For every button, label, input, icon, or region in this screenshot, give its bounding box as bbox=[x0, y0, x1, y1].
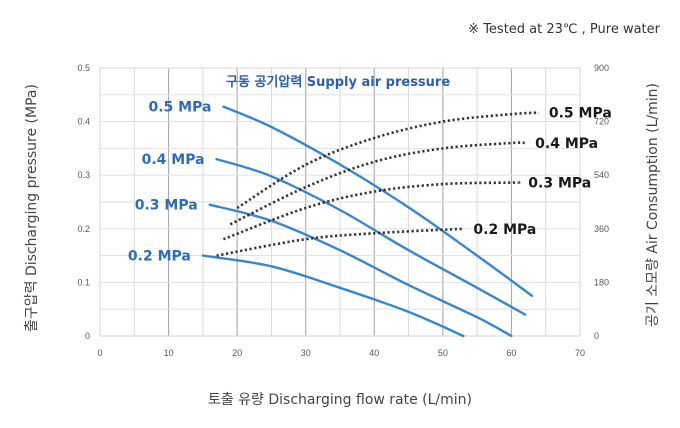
pressure-curve bbox=[215, 157, 527, 316]
y-left-tick-label: 0.3 bbox=[77, 170, 90, 180]
grid bbox=[100, 68, 580, 336]
y-right-tick-label: 180 bbox=[594, 277, 609, 287]
air-consumption-curve bbox=[229, 141, 526, 226]
x-tick-label: 40 bbox=[369, 348, 379, 358]
series-labels: 0.5 MPa 0.4 MPa 0.3 MPa 0.2 MPa 0.5 MPa 0.4 M… bbox=[128, 100, 612, 265]
pressure-curve bbox=[208, 203, 513, 338]
air-series-label: 0.4 MPa bbox=[535, 136, 598, 152]
y-left-axis-title: 출구압력 Discharging pressure (MPa) bbox=[24, 84, 40, 332]
y-right-tick-label: 720 bbox=[594, 117, 609, 127]
pressure-curve bbox=[201, 254, 465, 338]
x-ticks: 0 10 20 30 40 50 60 70 bbox=[97, 348, 585, 358]
pressure-curve bbox=[222, 105, 534, 297]
pressure-series-label: 0.2 MPa bbox=[128, 249, 191, 265]
x-tick-label: 60 bbox=[506, 348, 516, 358]
pressure-series-label: 0.4 MPa bbox=[142, 152, 205, 168]
y-left-tick-label: 0 bbox=[85, 331, 90, 341]
y-left-tick-label: 0.2 bbox=[77, 224, 90, 234]
test-condition-note: ※ Tested at 23℃ , Pure water bbox=[468, 22, 660, 37]
air-consumption-curve bbox=[236, 111, 539, 210]
y-right-tick-label: 360 bbox=[594, 224, 609, 234]
y-right-axis-title: 공기 소모량 Air Consumption (L/min) bbox=[645, 83, 661, 327]
air-series-label: 0.2 MPa bbox=[473, 222, 536, 238]
air-series-label: 0.3 MPa bbox=[528, 176, 591, 192]
air-consumption-curve bbox=[216, 227, 464, 257]
x-tick-label: 30 bbox=[301, 348, 311, 358]
x-axis-title: 토출 유량 Discharging flow rate (L/min) bbox=[208, 392, 472, 408]
y-left-tick-label: 0.1 bbox=[77, 277, 90, 287]
plot-frame bbox=[99, 67, 581, 337]
y-right-ticks: 0 180 360 540 720 900 bbox=[594, 63, 609, 341]
pressure-series-label: 0.3 MPa bbox=[135, 198, 198, 214]
y-right-tick-label: 0 bbox=[594, 331, 599, 341]
pressure-curves bbox=[201, 105, 534, 338]
air-series-label: 0.5 MPa bbox=[549, 106, 612, 122]
pressure-series-label: 0.5 MPa bbox=[148, 100, 211, 116]
y-right-tick-label: 540 bbox=[594, 170, 609, 180]
x-tick-label: 50 bbox=[438, 348, 448, 358]
y-left-tick-label: 0.4 bbox=[77, 117, 90, 127]
y-right-tick-label: 900 bbox=[594, 63, 609, 73]
x-tick-label: 70 bbox=[575, 348, 585, 358]
x-tick-label: 20 bbox=[232, 348, 242, 358]
y-left-ticks: 0 0.1 0.2 0.3 0.4 0.5 bbox=[77, 63, 90, 341]
x-tick-label: 0 bbox=[97, 348, 102, 358]
y-left-tick-label: 0.5 bbox=[77, 63, 90, 73]
air-consumption-curves bbox=[216, 111, 539, 257]
x-tick-label: 10 bbox=[164, 348, 174, 358]
supply-air-pressure-annotation: 구동 공기압력 Supply air pressure bbox=[226, 75, 450, 90]
